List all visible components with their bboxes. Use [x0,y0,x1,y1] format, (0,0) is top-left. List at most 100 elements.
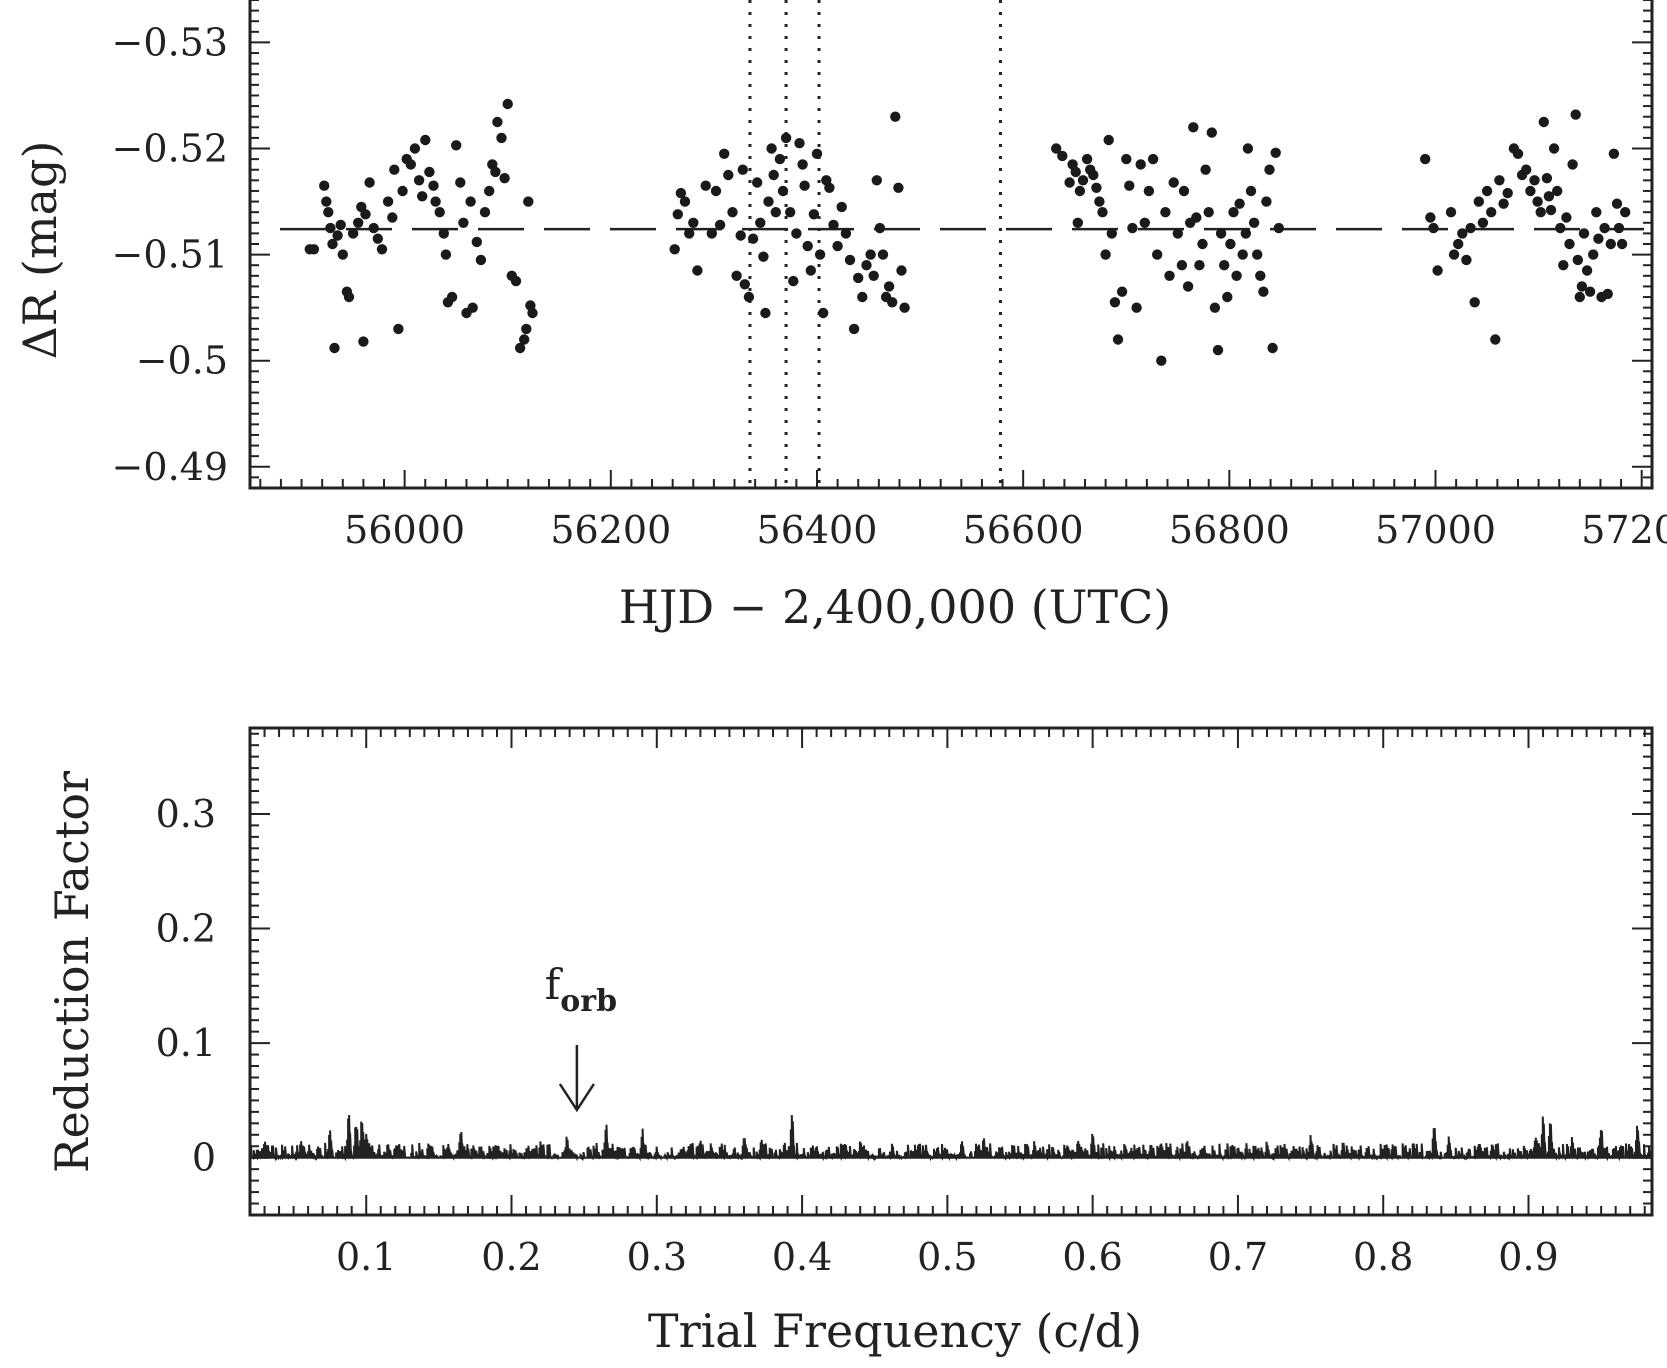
data-point [325,222,336,234]
data-point [329,342,340,354]
periodogram-ticks [249,728,1652,1216]
data-point [372,233,383,244]
data-point [382,196,394,207]
data-point [1135,159,1146,170]
data-point [327,238,338,250]
x-tick-label: 57200 [1581,508,1667,552]
data-point [1109,297,1121,308]
data-point [446,291,458,303]
data-point [475,254,487,266]
data-point [1121,153,1132,165]
data-point [1261,196,1272,207]
data-point [1608,148,1620,159]
data-point [1057,150,1068,162]
data-point [1432,265,1443,276]
periodogram-trace [250,1114,1653,1162]
forb-annotation: forb [545,960,617,1113]
data-point [890,111,901,122]
data-point [688,217,699,228]
data-point [1245,185,1257,197]
data-point [1215,228,1227,239]
x-tick-label: 56400 [757,508,878,552]
data-point [438,228,449,239]
data-point [1555,222,1566,234]
data-point [1425,212,1436,223]
data-point [755,217,766,228]
data-point [321,196,332,207]
data-point [1591,207,1602,218]
data-point [1172,228,1184,239]
lightcurve-y-tick-labels: −0.53 −0.52 −0.51 −0.5 −0.49 [112,20,228,488]
data-point [844,254,856,266]
data-point [1267,342,1278,354]
data-point [805,265,816,276]
data-point [808,209,820,220]
data-point [1461,254,1472,266]
data-point [896,265,907,276]
data-point [1584,286,1596,297]
data-point [1222,291,1233,303]
data-point [714,219,726,231]
data-point [669,244,680,255]
data-point [1094,196,1105,207]
x-tick-label: 56800 [1169,508,1290,552]
data-point [1270,147,1281,158]
data-point [387,212,398,223]
data-point [802,240,813,252]
data-point [471,236,482,248]
forb-label: forb [545,960,617,1019]
data-point [465,196,476,207]
lightcurve-panel: 56000 56200 56400 56600 56800 57000 57200 −0.5… [13,0,1667,634]
data-point [832,240,843,252]
data-point [1106,228,1118,239]
data-point [752,177,763,188]
data-point [353,217,364,228]
data-point [519,334,530,345]
data-point [502,98,513,110]
data-point [1576,281,1588,292]
data-point [358,336,369,347]
y-tick-label: −0.53 [112,20,228,64]
data-point [1064,177,1075,188]
data-point [1521,164,1532,175]
data-point [1228,207,1239,218]
periodogram-x-tick-labels: 0.1 0.2 0.3 0.4 0.5 0.6 0.7 0.8 0.9 [336,1235,1559,1279]
data-point [496,132,507,144]
x-tick-label: 57000 [1375,508,1496,552]
data-point [1088,169,1099,181]
data-point [777,185,789,197]
data-point [499,173,510,184]
data-point [393,323,404,335]
x-tick-label: 56200 [550,508,671,552]
data-point [1237,249,1248,260]
x-tick-label: 0.2 [481,1235,541,1279]
data-point [1255,270,1266,281]
data-point [1203,207,1214,218]
x-tick-label: 56000 [344,508,465,552]
data-point [1191,212,1202,223]
data-point [1543,191,1555,202]
data-point [1545,204,1557,216]
data-point [492,116,503,128]
data-point [1561,212,1572,223]
data-point [1457,228,1468,239]
data-point [1616,238,1628,250]
data-point [887,297,898,308]
data-point [1182,281,1194,292]
data-point [760,307,771,319]
data-point [451,140,462,151]
data-point [523,196,534,207]
data-point [364,177,375,188]
data-point [785,207,796,218]
data-point [1588,249,1599,260]
data-point [337,249,348,260]
data-point [1525,185,1536,197]
data-point [347,228,359,239]
data-point [1490,334,1501,345]
data-point [1091,182,1102,193]
data-point [679,196,691,207]
data-point [1252,249,1263,260]
data-point [527,307,538,319]
data-point [731,270,742,281]
data-point [1558,260,1569,271]
